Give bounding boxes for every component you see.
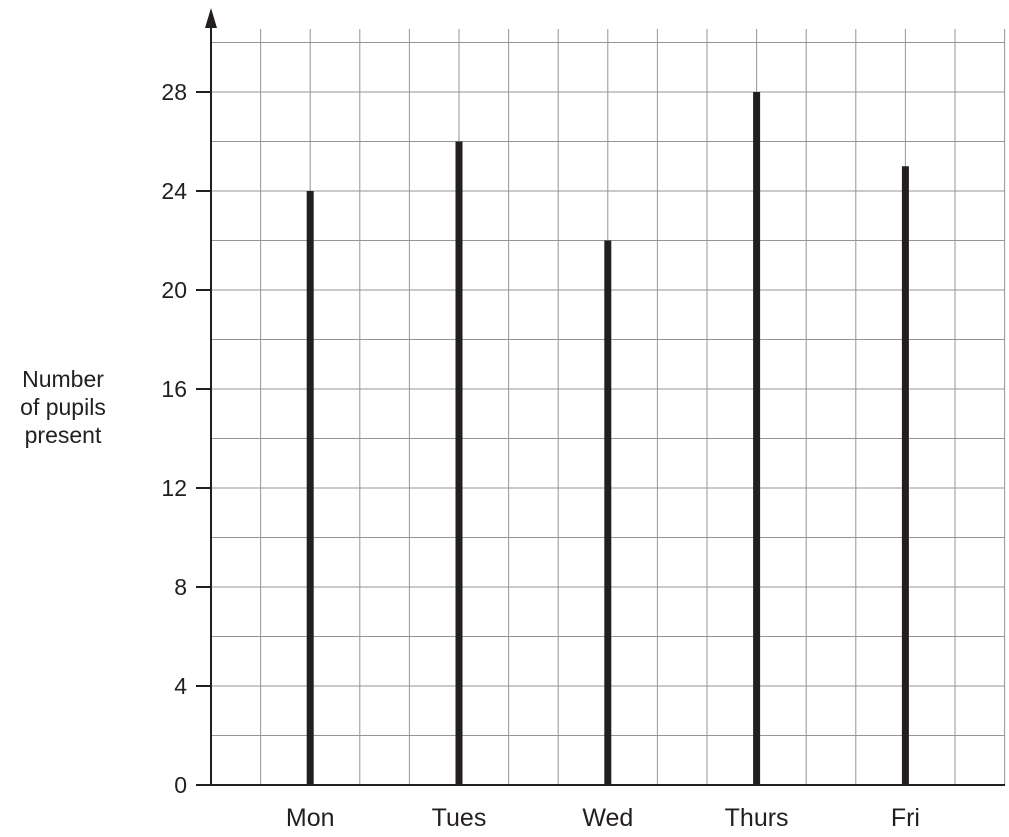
y-tick-label-20: 20: [161, 277, 187, 303]
y-axis-label-line-3: present: [24, 422, 102, 448]
y-tick-label-0: 0: [174, 772, 187, 798]
bar-wed: [604, 240, 612, 785]
x-tick-labels: Mon Tues Wed Thurs Fri: [286, 804, 920, 832]
bar-mon: [306, 191, 314, 785]
y-axis-label-line-2: of pupils: [20, 394, 106, 420]
bar-fri: [901, 166, 909, 785]
y-tick-label-28: 28: [161, 79, 187, 105]
axes: [196, 8, 1005, 786]
y-tick-label-12: 12: [161, 475, 187, 501]
y-axis-label-line-1: Number: [22, 366, 104, 392]
x-tick-label-mon: Mon: [286, 804, 335, 832]
x-tick-label-tues: Tues: [432, 804, 487, 832]
x-tick-label-thurs: Thurs: [725, 804, 789, 832]
bar-tues: [455, 141, 463, 785]
y-tick-label-8: 8: [174, 574, 187, 600]
y-tick-labels: 0 4 8 12 16 20 24 28: [161, 79, 187, 798]
x-tick-label-wed: Wed: [582, 804, 633, 832]
x-tick-label-fri: Fri: [891, 804, 920, 832]
y-tick-label-4: 4: [174, 673, 187, 699]
bar-thurs: [753, 92, 761, 785]
y-tick-label-24: 24: [161, 178, 187, 204]
y-tick-label-16: 16: [161, 376, 187, 402]
y-axis-arrow: [205, 8, 217, 28]
bars: [306, 92, 909, 785]
